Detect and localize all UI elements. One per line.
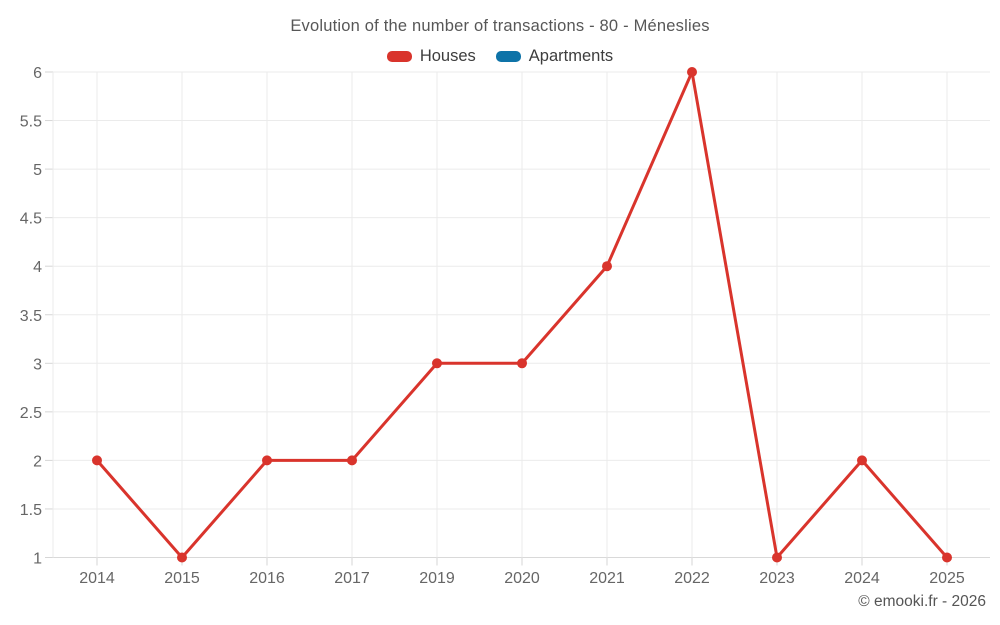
svg-text:2016: 2016 <box>249 570 285 587</box>
svg-text:5.5: 5.5 <box>20 114 42 131</box>
svg-text:2023: 2023 <box>759 570 795 587</box>
chart-legend: Houses Apartments <box>0 47 1000 66</box>
svg-text:2021: 2021 <box>589 570 625 587</box>
svg-text:3.5: 3.5 <box>20 308 42 325</box>
chart-title: Evolution of the number of transactions … <box>290 17 710 35</box>
legend-item-houses[interactable]: Houses <box>386 47 476 66</box>
svg-text:1: 1 <box>33 551 42 568</box>
svg-text:4: 4 <box>33 259 42 276</box>
legend-item-apartments[interactable]: Apartments <box>495 47 614 66</box>
svg-text:4.5: 4.5 <box>20 211 42 228</box>
svg-text:2019: 2019 <box>419 570 455 587</box>
houses-swatch-icon <box>386 51 412 62</box>
svg-text:3: 3 <box>33 356 42 373</box>
svg-text:5: 5 <box>33 162 42 179</box>
svg-text:2017: 2017 <box>334 570 370 587</box>
legend-label-apartments: Apartments <box>528 47 614 65</box>
svg-text:1.5: 1.5 <box>20 502 42 519</box>
svg-text:2.5: 2.5 <box>20 405 42 422</box>
legend-label-houses: Houses <box>419 47 476 65</box>
svg-text:2: 2 <box>33 453 42 470</box>
svg-text:6: 6 <box>33 65 42 82</box>
svg-text:2024: 2024 <box>844 570 880 587</box>
svg-text:2025: 2025 <box>929 570 965 587</box>
svg-text:2022: 2022 <box>674 570 710 587</box>
watermark-credit: © emooki.fr - 2026 <box>858 593 986 610</box>
svg-text:2014: 2014 <box>79 570 115 587</box>
svg-text:2020: 2020 <box>504 570 540 587</box>
apartments-swatch-icon <box>495 51 521 62</box>
svg-text:2015: 2015 <box>164 570 200 587</box>
